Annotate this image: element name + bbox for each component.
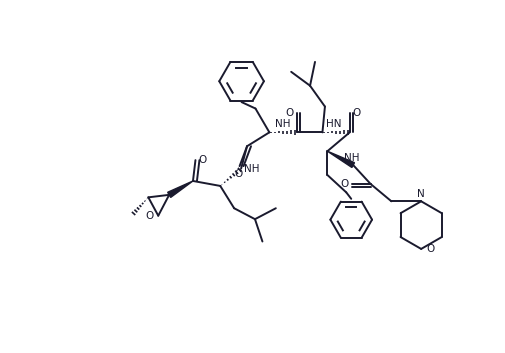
Text: O: O: [352, 108, 360, 119]
Polygon shape: [167, 181, 192, 197]
Text: NH: NH: [275, 119, 290, 129]
Polygon shape: [327, 151, 354, 167]
Text: HN: HN: [325, 119, 341, 129]
Text: N: N: [417, 189, 424, 199]
Text: O: O: [198, 155, 206, 165]
Text: O: O: [234, 169, 242, 179]
Text: NH: NH: [244, 163, 259, 174]
Text: NH: NH: [344, 152, 359, 163]
Text: O: O: [425, 244, 433, 254]
Text: O: O: [145, 211, 153, 221]
Text: O: O: [340, 179, 348, 189]
Text: O: O: [285, 108, 293, 119]
